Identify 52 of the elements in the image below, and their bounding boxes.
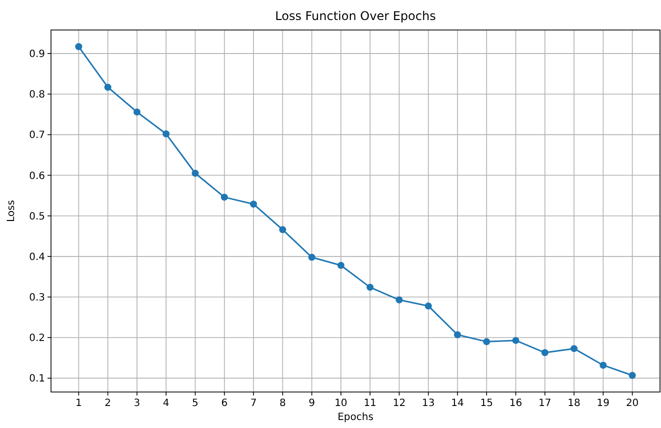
- x-tick-label: 14: [451, 398, 464, 409]
- x-tick-label: 10: [334, 398, 348, 409]
- y-tick-label: 0.7: [29, 130, 45, 142]
- point: [541, 349, 548, 356]
- point: [279, 226, 286, 234]
- x-axis-title: Epochs: [338, 412, 374, 423]
- y-tick-label: 0.4: [29, 252, 45, 263]
- x-tick-label: 3: [134, 398, 140, 409]
- x-tick-label: 11: [364, 398, 376, 409]
- point: [162, 130, 170, 138]
- point: [600, 362, 607, 369]
- y-tick-label: 0.8: [29, 90, 45, 101]
- chart-title: Loss Function Over Epochs: [275, 9, 436, 23]
- y-axis-title: Loss: [6, 200, 17, 222]
- x-tick-label: 4: [162, 398, 170, 409]
- x-tick-label: 6: [221, 398, 228, 409]
- y-tick-label: 0.2: [29, 333, 45, 344]
- point: [366, 284, 374, 291]
- y-tick-label: 0.3: [29, 292, 45, 304]
- point: [308, 254, 316, 261]
- x-tick-label: 20: [626, 398, 639, 409]
- x-tick-label: 5: [192, 398, 198, 409]
- point: [628, 372, 636, 379]
- x-tick-label: 8: [279, 398, 286, 409]
- point: [250, 200, 258, 208]
- x-tick-label: 15: [480, 398, 493, 409]
- point: [570, 345, 578, 352]
- x-tick-label: 7: [250, 398, 257, 409]
- x-tick-label: 18: [568, 398, 580, 409]
- point: [75, 43, 82, 50]
- y-tick-label: 0.5: [29, 211, 45, 222]
- x-tick-label: 12: [392, 398, 406, 409]
- x-tick-label: 17: [538, 398, 552, 409]
- point: [337, 262, 344, 269]
- y-tick-label: 0.6: [29, 170, 45, 182]
- point: [192, 170, 199, 177]
- x-tick-label: 19: [596, 398, 610, 409]
- x-tick-label: 16: [509, 398, 522, 409]
- point: [424, 302, 432, 310]
- point: [396, 296, 403, 304]
- point: [133, 108, 140, 116]
- point: [512, 336, 520, 344]
- x-tick-label: 13: [422, 398, 435, 409]
- point: [454, 331, 461, 338]
- y-tick-label: 0.9: [29, 49, 45, 60]
- point: [220, 194, 228, 201]
- point: [483, 338, 490, 346]
- y-tick-label: 0.1: [29, 374, 45, 385]
- point: [104, 84, 112, 91]
- x-tick-label: 1: [75, 398, 82, 409]
- x-tick-label: 2: [104, 398, 112, 409]
- x-tick-label: 9: [308, 398, 315, 409]
